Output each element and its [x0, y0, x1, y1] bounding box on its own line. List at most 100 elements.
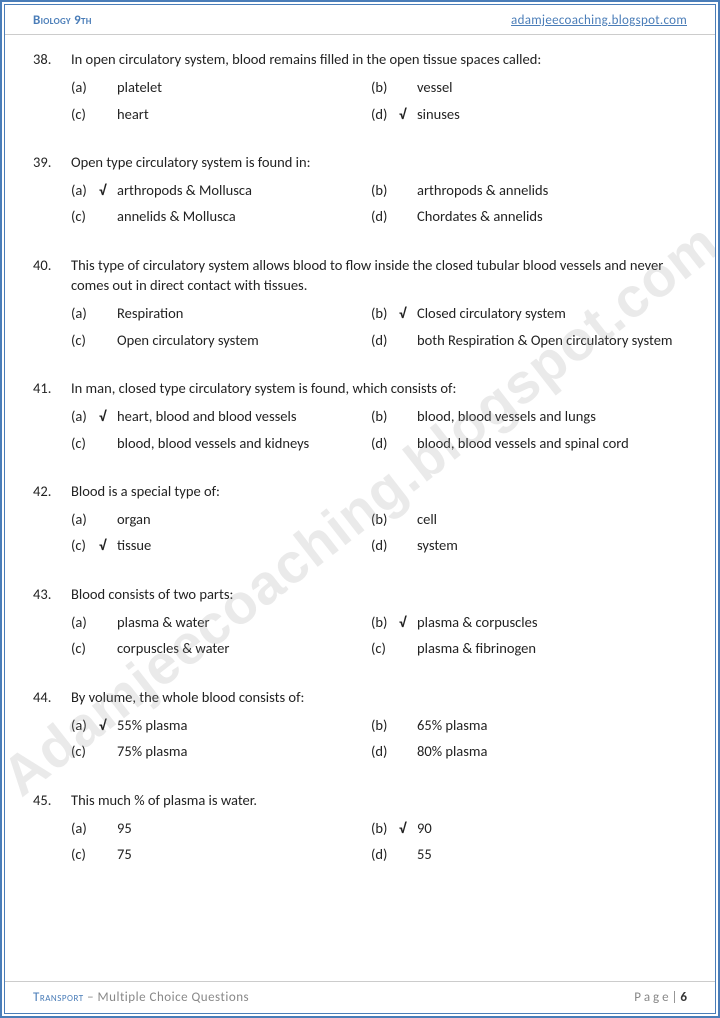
check-mark [99, 741, 117, 761]
question: 42.Blood is a special type of:(a)organ(b… [33, 481, 687, 562]
question: 39.Open type circulatory system is found… [33, 152, 687, 233]
option: (b)√90 [371, 818, 681, 838]
options-container: (a)organ(b)cell(c)√tissue(d)system [33, 509, 687, 562]
option-text: tissue [117, 535, 371, 555]
option: (d)√sinuses [371, 104, 681, 124]
question-text: Blood consists of two parts: [71, 584, 687, 604]
option-text: 55% plasma [117, 715, 371, 735]
option-label: (d) [371, 741, 399, 761]
option: (b)blood, blood vessels and lungs [371, 406, 681, 426]
option-label: (a) [71, 303, 99, 323]
header-subject: Biology 9th [33, 13, 92, 28]
option-text: 65% plasma [417, 715, 681, 735]
option: (a) Respiration [71, 303, 371, 323]
check-mark [399, 509, 417, 529]
option-text: 95 [117, 818, 371, 838]
question-text: In open circulatory system, blood remain… [71, 49, 687, 69]
options-container: (a)95(b)√90(c)75(d)55 [33, 818, 687, 871]
option-text: system [417, 535, 681, 555]
option: (a)platelet [71, 77, 371, 97]
check-mark: √ [99, 715, 117, 735]
check-mark: √ [99, 406, 117, 426]
check-mark [99, 612, 117, 632]
option: (d)Chordates & annelids [371, 206, 681, 226]
option-text: 80% plasma [417, 741, 681, 761]
option-label: (b) [371, 180, 399, 200]
question-row: 38.In open circulatory system, blood rem… [33, 49, 687, 69]
question-number: 43. [33, 584, 71, 604]
check-mark [399, 406, 417, 426]
option-text: plasma & water [117, 612, 371, 632]
option-label: (b) [371, 612, 399, 632]
option-text: vessel [417, 77, 681, 97]
option: (b)√Closed circulatory system [371, 303, 681, 323]
check-mark [99, 818, 117, 838]
check-mark [399, 844, 417, 864]
footer-page-number: 6 [680, 990, 687, 1005]
question-row: 39.Open type circulatory system is found… [33, 152, 687, 172]
question-row: 40.This type of circulatory system allow… [33, 255, 687, 296]
question: 40.This type of circulatory system allow… [33, 255, 687, 356]
option-text: Open circulatory system [117, 330, 371, 350]
check-mark [99, 206, 117, 226]
option: (c)√tissue [71, 535, 371, 555]
option-text: plasma & corpuscles [417, 612, 681, 632]
option-label: (c) [71, 844, 99, 864]
option-label: (c) [71, 206, 99, 226]
option-label: (a) [71, 818, 99, 838]
check-mark [399, 77, 417, 97]
question-number: 44. [33, 687, 71, 707]
option: (c)corpuscles & water [71, 638, 371, 658]
check-mark [399, 330, 417, 350]
option-text: heart [117, 104, 371, 124]
option-text: arthropods & annelids [417, 180, 681, 200]
footer-page: P a g e | 6 [634, 990, 687, 1005]
option-text: corpuscles & water [117, 638, 371, 658]
check-mark: √ [399, 612, 417, 632]
check-mark [399, 180, 417, 200]
option-text: blood, blood vessels and lungs [417, 406, 681, 426]
option: (d)system [371, 535, 681, 555]
question: 44.By volume, the whole blood consists o… [33, 687, 687, 768]
question-row: 42.Blood is a special type of: [33, 481, 687, 501]
option-text: 55 [417, 844, 681, 864]
option-text: Closed circulatory system [417, 303, 681, 323]
option-text: 90 [417, 818, 681, 838]
check-mark [99, 303, 117, 323]
option-label: (a) [71, 509, 99, 529]
option-label: (c) [71, 330, 99, 350]
check-mark: √ [399, 818, 417, 838]
option-text: cell [417, 509, 681, 529]
question-number: 39. [33, 152, 71, 172]
option-text: Respiration [117, 303, 371, 323]
question: 41.In man, closed type circulatory syste… [33, 378, 687, 459]
check-mark [99, 77, 117, 97]
option: (b) 65% plasma [371, 715, 681, 735]
question-row: 45.This much % of plasma is water. [33, 790, 687, 810]
question-number: 38. [33, 49, 71, 69]
question-row: 43.Blood consists of two parts: [33, 584, 687, 604]
check-mark [399, 741, 417, 761]
option: (a)√55% plasma [71, 715, 371, 735]
option-label: (a) [71, 406, 99, 426]
option-label: (c) [71, 741, 99, 761]
options-container: (a)√55% plasma(b)65% plasma(c)75% plasma… [33, 715, 687, 768]
check-mark [99, 104, 117, 124]
options-container: (a) Respiration(b)√Closed circulatory sys… [33, 303, 687, 356]
footer: Transport – Multiple Choice Questions P … [5, 981, 715, 1013]
option-label: (a) [71, 612, 99, 632]
option-text: 75 [117, 844, 371, 864]
option-text: blood, blood vessels and kidneys [117, 433, 371, 453]
option: (b)√plasma & corpuscles [371, 612, 681, 632]
option-label: (b) [371, 715, 399, 735]
footer-title: Transport – Multiple Choice Questions [33, 990, 249, 1005]
option-text: both Respiration & Open circulatory syst… [417, 330, 681, 350]
option-text: arthropods & Mollusca [117, 180, 371, 200]
option-label: (b) [371, 77, 399, 97]
option: (d) 80% plasma [371, 741, 681, 761]
content-area: 38.In open circulatory system, blood rem… [5, 35, 715, 870]
check-mark [99, 509, 117, 529]
option-text: plasma & fibrinogen [417, 638, 681, 658]
inner-border: Adamjeecoaching.blogspot.com Biology 9th… [4, 4, 716, 1014]
option: (a)organ [71, 509, 371, 529]
